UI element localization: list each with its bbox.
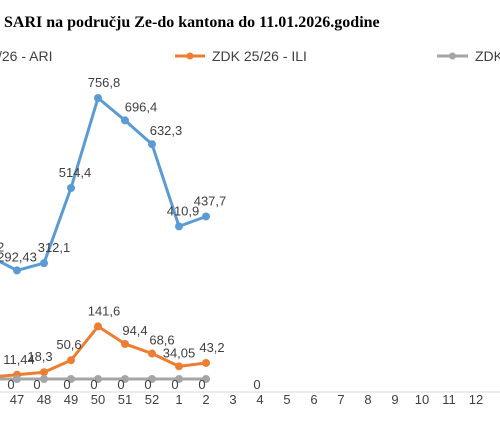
data-point (13, 266, 21, 275)
data-label: 43,2 (199, 340, 224, 355)
x-tick-label: 12 (469, 392, 483, 407)
data-point (94, 94, 102, 102)
data-point (94, 375, 102, 383)
legend-entry: ZDK 25/26 - ILI (212, 48, 307, 64)
data-label: 514,4 (59, 165, 92, 180)
data-label: 0 (198, 377, 205, 392)
data-point (94, 322, 102, 331)
legend-entry: /26 - ARI (0, 48, 52, 64)
x-tick-label: 1 (175, 392, 182, 407)
data-point (175, 362, 183, 371)
data-point (40, 368, 48, 377)
data-label: 0 (90, 377, 97, 392)
data-label: 0 (253, 377, 260, 392)
x-tick-label: 51 (118, 392, 132, 407)
x-tick-label: 6 (310, 392, 317, 407)
data-label: 0 (33, 377, 40, 392)
data-point (175, 375, 183, 383)
data-point (67, 356, 75, 365)
data-label: 11,44 (3, 352, 35, 367)
data-point (121, 339, 129, 348)
data-point (148, 140, 156, 149)
data-point (148, 349, 156, 358)
data-label: 312,1 (38, 240, 71, 255)
legend: /26 - ARI ZDK 25/26 - ILI ZDK (0, 48, 500, 64)
data-label: 0 (63, 377, 70, 392)
legend-marker (186, 52, 194, 60)
data-label: 632,3 (150, 123, 183, 138)
x-axis: 47 48 49 50 51 52 1 2 3 4 5 6 7 8 9 10 11 12 (0, 391, 500, 407)
data-point (121, 375, 129, 383)
x-tick-label: 5 (283, 392, 290, 407)
data-point (67, 184, 75, 193)
data-point (175, 222, 183, 231)
data-label: 34,05 (163, 345, 196, 360)
data-point (202, 212, 210, 221)
data-label: 0 (144, 377, 151, 392)
data-label: 292,43 (0, 249, 37, 264)
data-label: 141,6 (88, 303, 121, 318)
x-tick-label: 8 (364, 392, 371, 407)
x-tick-label: 2 (202, 392, 209, 407)
data-point (148, 375, 156, 383)
x-tick-label: 7 (337, 392, 344, 407)
data-point (40, 375, 48, 383)
legend-entry: ZDK (475, 48, 500, 64)
x-tick-label: 4 (256, 392, 263, 407)
data-label: 0 (117, 377, 124, 392)
data-label: 410,9 (167, 203, 200, 218)
data-label: 2 (0, 239, 4, 254)
chart-title: SARI na području Ze-do kantona do 11.01.… (4, 14, 380, 31)
data-point (202, 375, 210, 383)
x-tick-label: 50 (91, 392, 105, 407)
x-tick-label: 11 (442, 392, 456, 407)
data-point (202, 358, 210, 367)
data-label: 0 (171, 377, 178, 392)
x-tick-label: 52 (145, 392, 159, 407)
data-label: 0 (7, 377, 14, 392)
x-tick-label: 47 (10, 392, 24, 407)
data-label: 696,4 (125, 99, 158, 114)
x-tick-label: 9 (391, 392, 398, 407)
data-label: 50,6 (56, 337, 81, 352)
data-point (67, 375, 75, 383)
data-label: 68,6 (149, 333, 174, 348)
data-label: 18,3 (27, 349, 52, 364)
x-tick-label: 3 (229, 392, 236, 407)
data-label: 437,7 (194, 193, 227, 208)
data-label: 756,8 (88, 75, 121, 90)
data-point (121, 116, 129, 125)
x-tick-label: 10 (415, 392, 429, 407)
data-point (13, 375, 21, 383)
series-2: 0 0 0 0 0 0 0 0 0 (0, 375, 261, 392)
data-label: 94,4 (122, 323, 147, 338)
data-point (40, 259, 48, 268)
legend-marker (449, 52, 456, 60)
x-tick-label: 48 (37, 392, 51, 407)
x-tick-label: 49 (64, 392, 78, 407)
